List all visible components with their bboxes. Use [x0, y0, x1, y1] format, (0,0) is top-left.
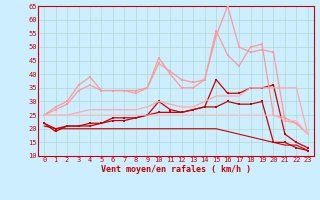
X-axis label: Vent moyen/en rafales ( km/h ): Vent moyen/en rafales ( km/h ) [101, 165, 251, 174]
